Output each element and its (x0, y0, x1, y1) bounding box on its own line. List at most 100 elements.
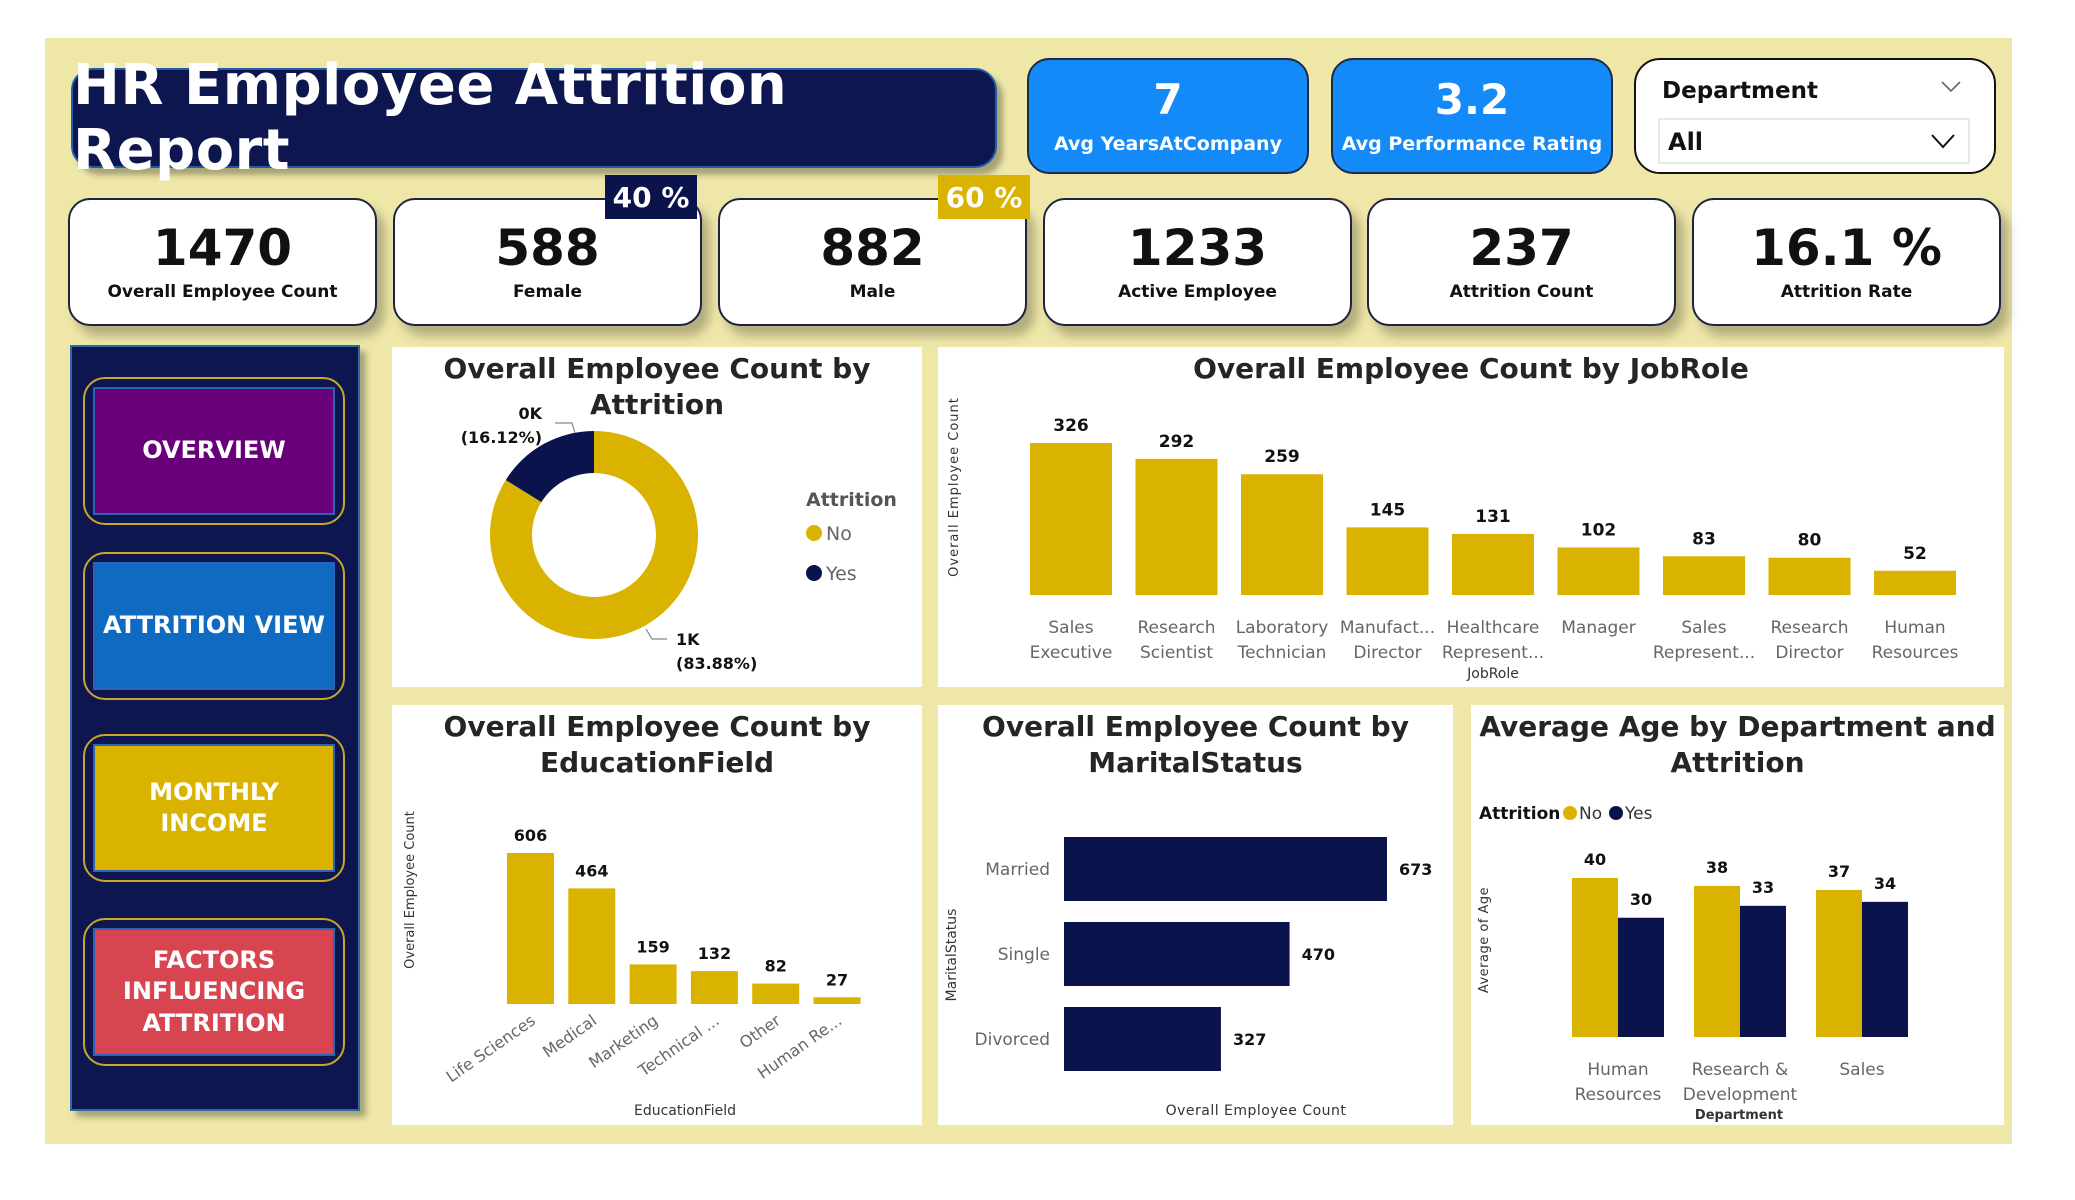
legend-label-yes: Yes (1624, 804, 1653, 824)
avg-years-card: 7 Avg YearsAtCompany (1027, 58, 1309, 174)
data-label-no-percent: (83.88%) (676, 654, 757, 673)
data-label: 326 (1053, 416, 1089, 436)
legend-marker-no (1563, 806, 1577, 820)
x-tick-label: Development (1683, 1085, 1798, 1105)
bar (752, 983, 800, 1004)
bar (1452, 533, 1534, 595)
x-tick-label: Laboratory (1236, 618, 1329, 638)
nav-monthly-income-button[interactable]: MONTHLY INCOME (83, 734, 345, 882)
kpi-attrition-count: 237 Attrition Count (1367, 198, 1676, 326)
leader-line-no (645, 628, 667, 640)
kpi-value: 16.1 % (1751, 218, 1942, 277)
x-tick-label: Life Sciences (442, 1011, 538, 1086)
chart-title: Overall Employee Count by JobRole (1193, 352, 1749, 385)
bar (1030, 443, 1112, 595)
nav-attrition-view-button[interactable]: ATTRITION VIEW (83, 552, 345, 700)
legend-title: Attrition (1479, 804, 1560, 824)
bar-yes (1862, 901, 1908, 1037)
nav-factors-button[interactable]: FACTORS INFLUENCING ATTRITION (83, 918, 345, 1066)
kpi-label: Attrition Count (1449, 282, 1594, 303)
kpi-active-employee: 1233 Active Employee (1043, 198, 1352, 326)
chart-title-line2: EducationField (539, 746, 775, 780)
bar (813, 997, 861, 1004)
data-label: 27 (826, 970, 848, 989)
data-label: 131 (1475, 507, 1511, 527)
bar (507, 853, 554, 1004)
x-axis-label: JobRole (1466, 666, 1519, 682)
data-label: 52 (1903, 544, 1927, 564)
x-tick-label: Research (1138, 618, 1216, 638)
bar (1135, 458, 1218, 595)
male-percent-badge: 60 % (938, 175, 1030, 219)
x-tick-label: Research (1771, 618, 1849, 638)
nav-button-label: ATTRITION VIEW (93, 562, 335, 690)
x-tick-label: Represent... (1442, 643, 1544, 663)
kpi-label: Attrition Rate (1780, 282, 1913, 303)
education-chart-panel: Overall Employee Count by EducationField… (392, 705, 922, 1125)
legend-marker-yes (1609, 806, 1623, 820)
nav-button-label: FACTORS INFLUENCING ATTRITION (93, 928, 335, 1056)
kpi-value: 588 (495, 218, 600, 277)
x-tick-label: Human (1587, 1060, 1648, 1080)
data-label: 327 (1233, 1030, 1266, 1049)
x-tick-label: Resources (1575, 1085, 1662, 1105)
data-label: 159 (636, 937, 669, 956)
x-tick-label: Research & (1692, 1060, 1789, 1080)
data-label: 82 (765, 957, 787, 976)
x-tick-label: Director (1775, 643, 1843, 663)
avgage-bar-chart: Attrition No Yes Average of Age 40 30 Human Res… (1477, 804, 1908, 1123)
data-label: 292 (1159, 432, 1195, 452)
data-label: 464 (575, 861, 608, 880)
data-label-yes-value: 0K (518, 404, 542, 423)
x-tick-label: Sales (1839, 1060, 1884, 1080)
legend-title: Attrition (806, 489, 897, 511)
marital-chart-panel: Overall Employee Count by MaritalStatus … (938, 705, 1453, 1125)
kpi-value: 1233 (1127, 218, 1268, 277)
data-label-no-value: 1K (676, 630, 700, 649)
bar (1064, 837, 1387, 901)
avg-years-value: 7 (1153, 74, 1183, 124)
bar (690, 971, 738, 1004)
data-label: 38 (1706, 858, 1728, 877)
chart-title-line2: MaritalStatus (1088, 746, 1303, 780)
nav-overview-button[interactable]: OVERVIEW (83, 377, 345, 525)
y-axis-label: Average of Age (1477, 887, 1492, 993)
department-slicer: Department All (1634, 58, 1996, 174)
kpi-label: Male (849, 282, 896, 303)
data-label: 80 (1798, 531, 1822, 551)
kpi-male: 882 Male (718, 198, 1027, 326)
x-tick-label: Healthcare (1447, 618, 1540, 638)
x-tick-label: Manager (1561, 618, 1636, 638)
jobrole-chart-panel: Overall Employee Count by JobRole Overal… (938, 347, 2004, 687)
x-axis-label: EducationField (634, 1103, 736, 1119)
chevron-down-icon[interactable] (1940, 80, 1962, 94)
kpi-label: Active Employee (1118, 282, 1277, 303)
department-selected-value: All (1668, 128, 1704, 156)
navigation-panel: OVERVIEW ATTRITION VIEW MONTHLY INCOME F… (70, 345, 360, 1111)
bar (1874, 570, 1956, 595)
x-axis-label: Department (1695, 1108, 1783, 1123)
y-tick-label: Divorced (975, 1030, 1051, 1050)
x-tick-label: Resources (1872, 643, 1959, 663)
kpi-overall-count: 1470 Overall Employee Count (68, 198, 377, 326)
x-tick-label: Executive (1030, 643, 1113, 663)
x-tick-label: Represent... (1653, 643, 1755, 663)
avg-performance-value: 3.2 (1434, 74, 1510, 124)
department-dropdown[interactable]: All (1658, 118, 1970, 164)
avgage-chart-panel: Average Age by Department and Attrition … (1471, 705, 2004, 1125)
kpi-attrition-rate: 16.1 % Attrition Rate (1692, 198, 2001, 326)
data-label: 37 (1828, 862, 1850, 881)
y-tick-label: Single (998, 945, 1050, 965)
data-label: 145 (1370, 500, 1406, 520)
bar-no (1572, 878, 1618, 1037)
bar-yes (1618, 917, 1664, 1037)
data-label: 83 (1692, 529, 1716, 549)
y-axis-label: Overall Employee Count (947, 397, 962, 577)
legend-marker-no (806, 525, 822, 541)
report-title-banner: HR Employee Attrition Report (71, 53, 997, 183)
avg-years-label: Avg YearsAtCompany (1054, 133, 1282, 156)
chart-title-line1: Overall Employee Count by (443, 710, 871, 743)
bar (1557, 547, 1640, 595)
chevron-down-icon (1931, 134, 1955, 149)
bar-no (1816, 889, 1862, 1037)
